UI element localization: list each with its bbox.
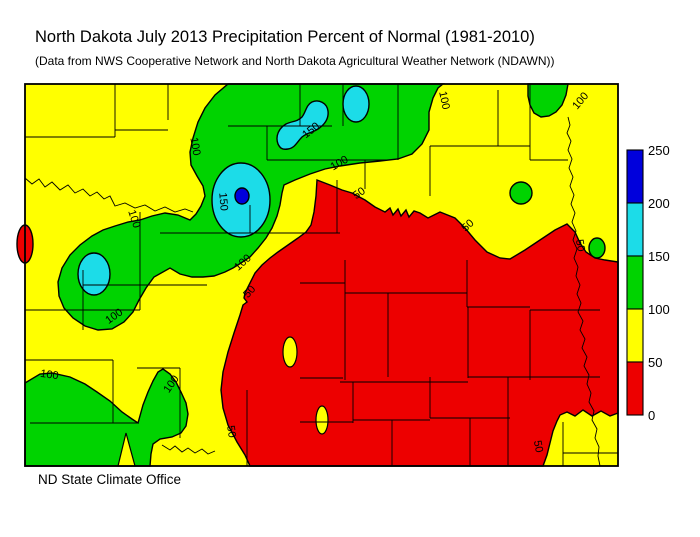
blue-spot-central	[234, 187, 250, 205]
yellow-spot-in-red-1	[282, 336, 298, 368]
green-spot-east-1	[509, 181, 533, 205]
contour-value-label: 150	[216, 192, 230, 211]
colorbar-legend: 250 200 150 100 50 0	[626, 143, 670, 423]
yellow-spot-in-red-2	[315, 405, 329, 435]
red-river-boundary	[566, 116, 601, 467]
contour-value-label: 50	[351, 185, 368, 202]
green-blob-northeast	[527, 83, 569, 118]
colorbar-tick-label: 100	[648, 302, 670, 317]
contour-value-label: 100	[39, 368, 59, 382]
cyan-oval-west	[77, 252, 111, 296]
map-border	[24, 83, 619, 467]
cyan-kidney-blob	[276, 100, 329, 150]
colorbar-segment-150-200	[626, 202, 644, 257]
credit-text: ND State Climate Office	[38, 472, 181, 487]
county-boundaries	[24, 84, 618, 467]
colorbar-segment-0-50	[626, 361, 644, 416]
red-region-main	[220, 179, 619, 467]
south-jagged-boundary	[161, 444, 216, 455]
contour-value-label: 50	[224, 425, 238, 439]
colorbar-tick-label: 150	[648, 249, 670, 264]
page-subtitle: (Data from NWS Cooperative Network and N…	[35, 54, 555, 68]
colorbar-tick-label: 50	[648, 355, 662, 370]
colorbar-segment-50-100	[626, 308, 644, 363]
colorbar-tick-label: 250	[648, 143, 670, 158]
contour-value-label: 50	[573, 238, 587, 252]
colorbar-segment-200-250	[626, 149, 644, 204]
contour-value-label: 100	[187, 136, 202, 156]
colorbar-tick-label: 0	[648, 408, 655, 423]
page-title: North Dakota July 2013 Precipitation Per…	[35, 28, 535, 46]
contour-value-label: 100	[125, 208, 142, 229]
colorbar-tick-label: 200	[648, 196, 670, 211]
contour-value-label: 50	[531, 439, 545, 453]
contour-value-label: 100	[436, 90, 452, 110]
cyan-round-blob-north	[342, 85, 370, 123]
missouri-jagged-boundary	[24, 177, 194, 213]
green-region-southwest	[24, 368, 189, 467]
colorbar-segment-100-150	[626, 255, 644, 310]
